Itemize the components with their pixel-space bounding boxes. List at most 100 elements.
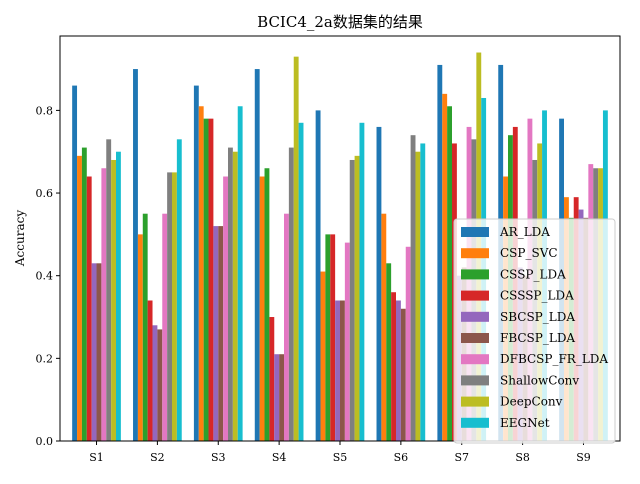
bar-shallowconv-s6 xyxy=(410,135,416,441)
bar-ar-lda-s4 xyxy=(254,69,260,441)
bar-fbcsp-lda-s4 xyxy=(279,354,284,441)
legend-swatch xyxy=(461,354,489,365)
bar-dfbcsp-fr-lda-s1 xyxy=(101,168,107,442)
legend-label: AR_LDA xyxy=(499,225,550,239)
y-tick-label: 0.4 xyxy=(36,270,54,283)
bar-eegnet-s5 xyxy=(359,122,365,441)
bar-csssp-lda-s5 xyxy=(330,234,336,441)
bar-sbcsp-lda-s2 xyxy=(152,325,158,441)
bar-deepconv-s1 xyxy=(111,159,116,442)
bar-fbcsp-lda-s6 xyxy=(400,308,406,441)
x-tick-label: S7 xyxy=(454,451,469,464)
x-tick-label: S1 xyxy=(89,451,104,464)
legend-swatch xyxy=(461,396,489,407)
bar-cssp-lda-s5 xyxy=(325,234,331,441)
bar-sbcsp-lda-s4 xyxy=(274,354,280,441)
legend-swatch xyxy=(461,375,489,386)
bar-eegnet-s6 xyxy=(420,143,426,441)
legend-swatch xyxy=(461,417,489,428)
bar-cssp-lda-s1 xyxy=(81,147,87,441)
y-ticks: 0.0 0.2 0.4 0.6 0.8 xyxy=(36,104,60,448)
bar-deepconv-s4 xyxy=(293,56,299,441)
bar-shallowconv-s3 xyxy=(228,147,233,441)
bar-csp-svc-s3 xyxy=(198,106,204,441)
bar-fbcsp-lda-s5 xyxy=(340,300,345,441)
bar-ar-lda-s5 xyxy=(315,110,321,441)
bar-shallowconv-s2 xyxy=(167,172,172,441)
bar-sbcsp-lda-s5 xyxy=(335,300,340,441)
bar-ar-lda-s7 xyxy=(437,64,443,442)
y-tick-label: 0.0 xyxy=(36,435,54,448)
legend-label: CSP_SVC xyxy=(500,246,558,260)
x-tick-label: S5 xyxy=(333,451,348,464)
x-tick-label: S3 xyxy=(211,451,226,464)
bar-csp-svc-s6 xyxy=(381,213,387,441)
legend-label: SBCSP_LDA xyxy=(500,310,575,324)
legend-label: CSSP_LDA xyxy=(500,267,566,281)
bar-shallowconv-s5 xyxy=(349,159,355,442)
x-tick-label: S8 xyxy=(515,451,530,464)
bar-fbcsp-lda-s3 xyxy=(218,226,224,441)
legend-label: DFBCSP_FR_LDA xyxy=(500,352,608,366)
legend-label: ShallowConv xyxy=(500,373,579,387)
legend-label: CSSSP_LDA xyxy=(500,289,574,303)
bar-eegnet-s3 xyxy=(237,106,243,441)
bar-deepconv-s6 xyxy=(415,151,421,441)
bar-sbcsp-lda-s1 xyxy=(91,263,97,441)
bar-csp-svc-s1 xyxy=(77,155,82,441)
bar-ar-lda-s2 xyxy=(133,69,138,441)
bar-csssp-lda-s3 xyxy=(208,118,214,442)
bar-ar-lda-s3 xyxy=(193,85,199,441)
legend-label: FBCSP_LDA xyxy=(500,331,575,345)
bar-deepconv-s3 xyxy=(232,151,238,441)
y-tick-label: 0.6 xyxy=(36,187,54,200)
bar-eegnet-s1 xyxy=(116,151,121,441)
bar-ar-lda-s1 xyxy=(72,85,78,441)
bar-sbcsp-lda-s6 xyxy=(396,300,401,441)
bar-dfbcsp-fr-lda-s3 xyxy=(223,176,228,441)
y-tick-label: 0.2 xyxy=(36,352,54,365)
legend: AR_LDA CSP_SVC CSSP_LDA CSSSP_LDA SBCSP_LDA F… xyxy=(453,218,616,444)
bar-cssp-lda-s4 xyxy=(264,168,270,442)
bar-csssp-lda-s6 xyxy=(391,292,396,441)
bar-shallowconv-s4 xyxy=(288,147,294,441)
bar-sbcsp-lda-s3 xyxy=(213,226,219,441)
bar-cssp-lda-s3 xyxy=(203,118,209,442)
y-tick-label: 0.8 xyxy=(36,104,54,117)
legend-box xyxy=(453,218,616,444)
bar-dfbcsp-fr-lda-s2 xyxy=(162,213,168,441)
bar-csp-svc-s5 xyxy=(320,271,326,441)
bar-dfbcsp-fr-lda-s4 xyxy=(284,213,289,441)
bar-fbcsp-lda-s2 xyxy=(157,329,163,441)
bar-fbcsp-lda-s1 xyxy=(96,263,102,441)
bar-eegnet-s4 xyxy=(298,122,304,441)
bar-dfbcsp-fr-lda-s5 xyxy=(344,242,350,441)
y-axis-label: Accuracy xyxy=(13,210,27,267)
legend-swatch xyxy=(461,333,489,343)
legend-label: DeepConv xyxy=(500,395,563,409)
bar-deepconv-s5 xyxy=(354,155,360,441)
bar-cssp-lda-s7 xyxy=(447,106,452,441)
bar-csssp-lda-s2 xyxy=(147,300,153,441)
legend-label: EEGNet xyxy=(500,416,550,430)
bar-ar-lda-s6 xyxy=(376,126,382,442)
legend-swatch xyxy=(461,290,489,301)
bar-dfbcsp-fr-lda-s6 xyxy=(405,246,411,441)
bar-cssp-lda-s2 xyxy=(142,213,148,441)
x-tick-label: S9 xyxy=(576,451,591,464)
bar-deepconv-s2 xyxy=(172,172,177,441)
bar-csp-svc-s2 xyxy=(137,234,143,441)
legend-swatch xyxy=(461,269,489,280)
legend-swatch xyxy=(461,248,489,259)
bar-csp-svc-s4 xyxy=(259,176,265,441)
bar-csssp-lda-s4 xyxy=(269,317,275,441)
bar-shallowconv-s1 xyxy=(106,139,112,441)
x-tick-label: S4 xyxy=(272,451,287,464)
x-tick-label: S6 xyxy=(394,451,409,464)
chart-title: BCIC4_2a数据集的结果 xyxy=(257,13,423,31)
bar-eegnet-s2 xyxy=(176,139,182,441)
x-ticks: S1 S2 S3 S4 S5 S6 S7 S8 S9 xyxy=(89,441,591,464)
bar-csp-svc-s7 xyxy=(442,93,448,442)
